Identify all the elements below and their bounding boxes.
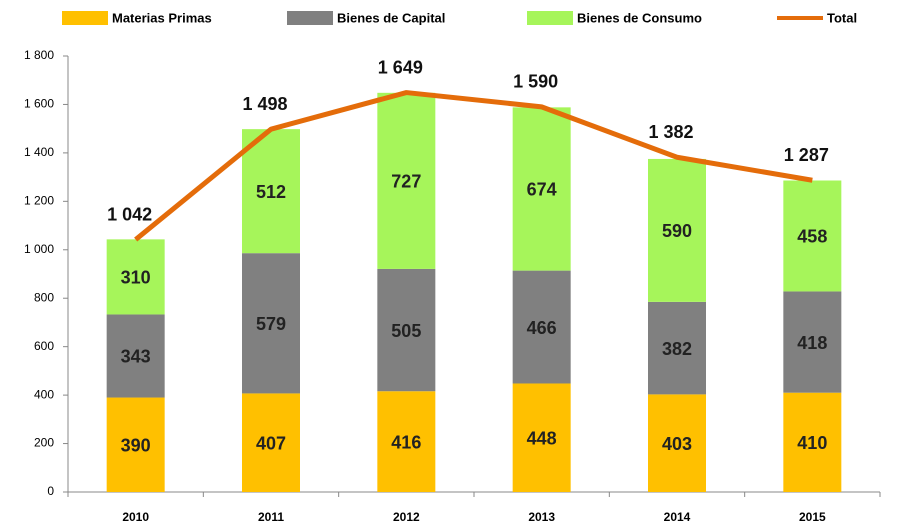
data-label: 403 (662, 434, 692, 454)
bar-segment (783, 180, 842, 292)
data-label: 674 (527, 180, 557, 200)
bar-segment (783, 392, 842, 492)
bar-segment (377, 268, 436, 392)
legend-label: Bienes de Capital (337, 10, 445, 25)
y-tick-label: 800 (34, 290, 54, 304)
y-tick-label: 1 800 (24, 48, 54, 62)
total-label: 1 287 (784, 145, 829, 165)
legend-label: Materias Primas (112, 10, 212, 25)
data-label: 512 (256, 182, 286, 202)
y-tick-label: 200 (34, 436, 54, 450)
bar-segment (512, 107, 571, 271)
y-tick-label: 1 400 (24, 145, 54, 159)
data-label: 416 (391, 432, 421, 452)
data-label: 505 (391, 321, 421, 341)
y-tick-label: 1 200 (24, 194, 54, 208)
data-label: 418 (797, 333, 827, 353)
legend-swatch (527, 11, 573, 25)
y-tick-label: 1 000 (24, 242, 54, 256)
total-label: 1 649 (378, 57, 423, 77)
bar-segment (648, 394, 706, 492)
data-label: 458 (797, 227, 827, 247)
bar-segment (512, 270, 571, 384)
bar-segment (648, 158, 706, 302)
total-label: 1 498 (242, 94, 287, 114)
bar-segment (783, 291, 842, 393)
data-label: 390 (121, 436, 151, 456)
total-line (134, 90, 813, 242)
bar-segment (377, 391, 436, 492)
data-label: 382 (662, 339, 692, 359)
legend-label: Total (827, 10, 857, 25)
data-label: 590 (662, 221, 692, 241)
bar-segment (106, 314, 165, 398)
bar-segment (242, 393, 300, 492)
x-tick-label: 2012 (393, 510, 420, 524)
x-tick-label: 2013 (528, 510, 555, 524)
data-label: 343 (121, 347, 151, 367)
bar-segment (242, 253, 300, 394)
x-tick-label: 2011 (258, 510, 284, 524)
total-label: 1 042 (107, 204, 152, 224)
legend-label: Bienes de Consumo (577, 10, 702, 25)
y-tick-label: 1 600 (24, 97, 54, 111)
y-tick-label: 0 (47, 484, 54, 498)
total-label: 1 382 (648, 122, 693, 142)
bar-segment (377, 92, 436, 269)
legend-swatch (62, 11, 108, 25)
bar-segment (106, 397, 165, 492)
data-label: 410 (797, 433, 827, 453)
legend-swatch (287, 11, 333, 25)
data-label: 310 (121, 268, 151, 288)
y-tick-label: 400 (34, 387, 54, 401)
data-label: 579 (256, 314, 286, 334)
total-label: 1 590 (513, 72, 558, 92)
bar-segment (512, 383, 571, 492)
data-label: 466 (527, 318, 557, 338)
y-tick-label: 600 (34, 339, 54, 353)
data-label: 727 (391, 172, 421, 192)
bar-segment (106, 239, 165, 315)
data-label: 448 (527, 428, 557, 448)
bar-segment (648, 301, 706, 395)
x-tick-label: 2015 (799, 510, 826, 524)
data-label: 407 (256, 433, 286, 453)
x-tick-label: 2010 (122, 510, 149, 524)
bar-segment (242, 129, 300, 254)
x-tick-label: 2014 (664, 510, 691, 524)
